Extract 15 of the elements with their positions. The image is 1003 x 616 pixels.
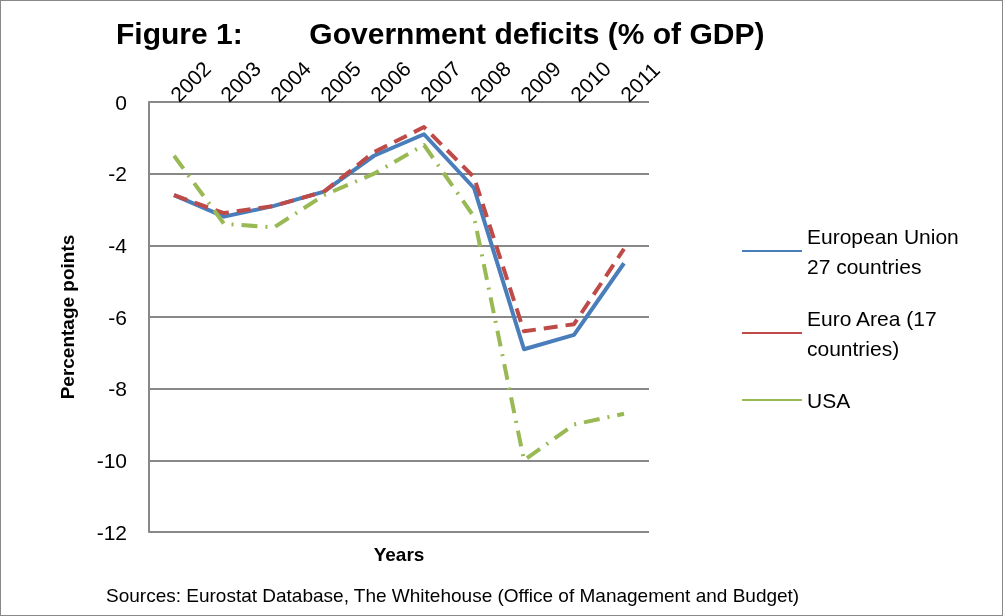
line-series [172, 143, 626, 463]
y-tick-label: -10 [96, 448, 127, 472]
chart-title: Figure 1: Government deficits (% of GDP) [116, 16, 765, 50]
y-tick-label: 0 [115, 90, 127, 114]
y-tick-label: -2 [108, 162, 127, 186]
legend-label: USA [807, 388, 851, 412]
legend-label: Euro Area (17 countries) [807, 306, 943, 360]
y-tick-label: -6 [108, 305, 127, 329]
y-tick-label: -8 [108, 377, 127, 401]
y-tick-label: -4 [108, 233, 128, 257]
x-axis-title: Years [373, 543, 425, 565]
source-note: Sources: Eurostat Database, The Whitehouse (Office of Management and Budget) [106, 585, 800, 606]
y-tick-label: -12 [96, 520, 127, 544]
legend-label: European Union 27 countries [807, 224, 965, 278]
y-axis-title: Percentage points [57, 234, 78, 400]
